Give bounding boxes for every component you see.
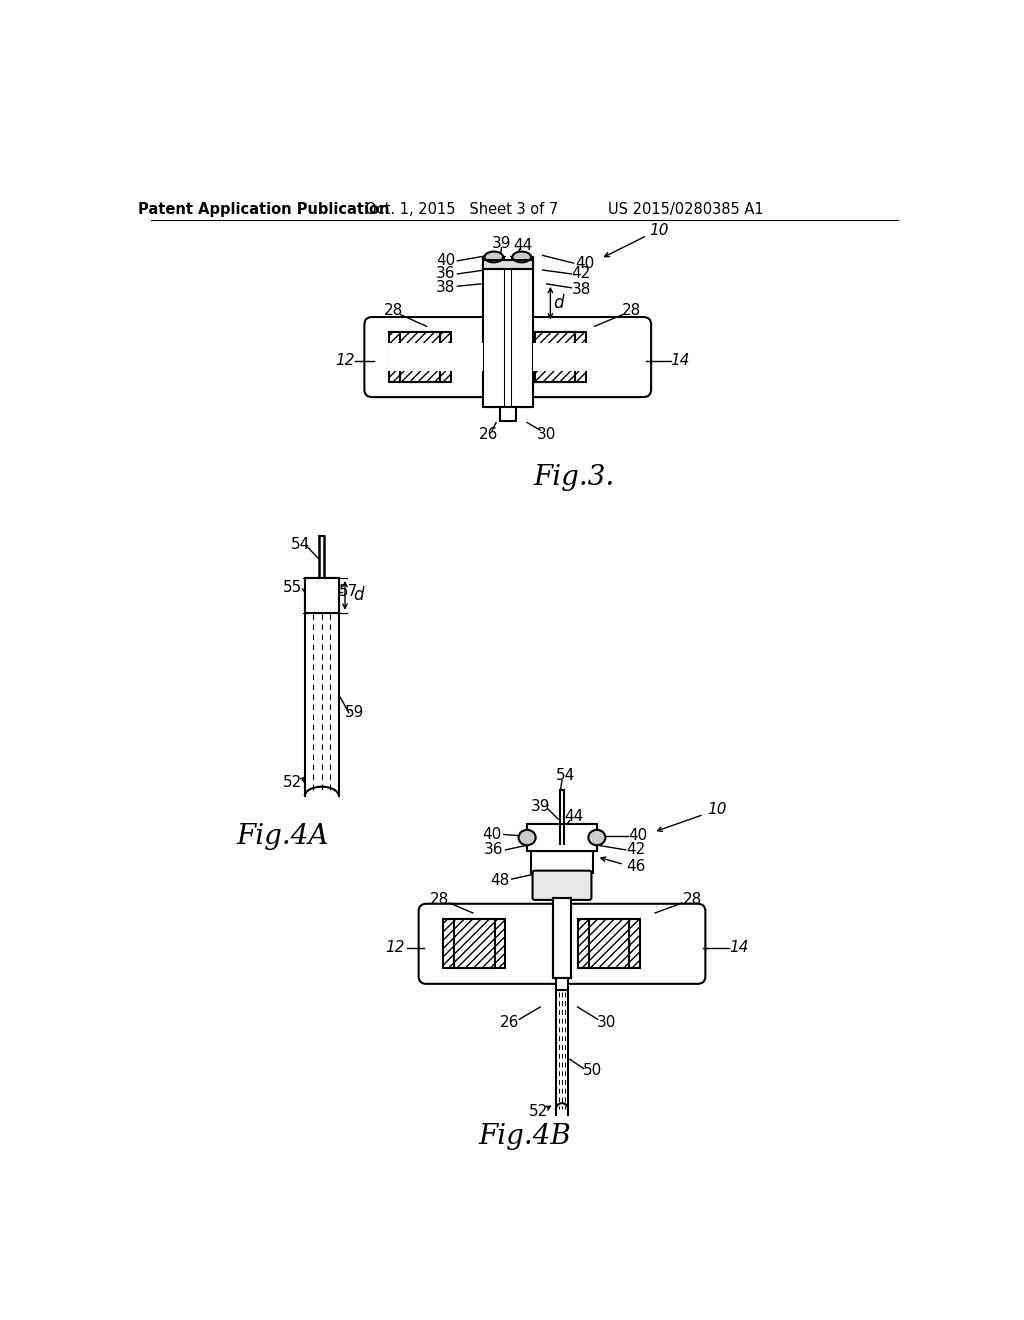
Text: 14: 14 [729,940,749,956]
Text: Fig.3.: Fig.3. [534,465,614,491]
Bar [589,919,630,969]
Bar [483,260,532,269]
Bar [443,919,506,969]
Bar [455,919,495,969]
Text: 39: 39 [492,235,511,251]
Text: 50: 50 [584,1064,603,1078]
Bar [305,578,339,612]
Bar [400,333,440,381]
Text: Patent Application Publication: Patent Application Publication [138,202,389,218]
Text: 44: 44 [564,809,584,824]
Text: 26: 26 [500,1015,519,1030]
Text: 10: 10 [649,223,669,238]
Text: 54: 54 [291,537,309,553]
Bar [554,898,570,978]
Ellipse shape [512,252,531,263]
Text: 36: 36 [436,267,456,281]
Bar [579,919,640,969]
Text: 54: 54 [556,768,575,784]
Text: 28: 28 [430,891,450,907]
Bar [505,257,511,407]
Text: 40: 40 [575,256,595,271]
Bar [483,257,505,407]
Text: 30: 30 [537,426,556,442]
Bar [535,333,575,381]
Text: 40: 40 [629,829,647,843]
Text: 42: 42 [626,842,645,858]
Ellipse shape [535,339,575,376]
FancyBboxPatch shape [532,871,592,900]
Text: d: d [353,586,365,605]
Ellipse shape [589,830,605,845]
Text: 12: 12 [335,354,354,368]
Bar [532,343,628,371]
Ellipse shape [400,339,440,376]
Bar [527,825,597,851]
Ellipse shape [518,830,536,845]
Text: 44: 44 [514,238,532,253]
FancyBboxPatch shape [503,317,651,397]
Bar [483,257,505,407]
Text: 57: 57 [339,585,358,599]
Text: 38: 38 [436,280,456,296]
Ellipse shape [484,252,503,263]
Text: 40: 40 [436,253,456,268]
FancyBboxPatch shape [419,904,567,983]
Text: 28: 28 [683,891,701,907]
Text: 28: 28 [623,304,641,318]
Ellipse shape [455,925,495,962]
Bar [389,333,452,381]
FancyBboxPatch shape [365,317,513,397]
Text: 59: 59 [345,705,364,721]
Bar [531,851,593,873]
Text: Fig.4A: Fig.4A [237,822,329,850]
Text: 39: 39 [530,799,550,814]
Text: 28: 28 [383,304,402,318]
Bar [500,407,515,421]
Ellipse shape [589,925,630,962]
Bar [527,825,597,851]
Text: 26: 26 [478,426,498,442]
Text: 30: 30 [597,1015,616,1030]
Bar [305,612,338,796]
Text: 38: 38 [571,281,591,297]
Text: Fig.4B: Fig.4B [478,1123,571,1150]
Text: 36: 36 [484,842,504,858]
FancyBboxPatch shape [557,904,706,983]
Text: d: d [553,294,563,312]
Text: US 2015/0280385 A1: US 2015/0280385 A1 [608,202,764,218]
Text: 10: 10 [708,801,727,817]
Bar [524,333,586,381]
Bar [511,257,532,407]
Text: 55: 55 [283,579,302,595]
Text: 42: 42 [571,267,591,281]
Text: 40: 40 [482,826,502,842]
Bar [305,578,339,612]
Text: 46: 46 [626,859,645,874]
Text: 48: 48 [490,873,510,888]
Bar [511,257,532,407]
Text: 12: 12 [386,940,406,956]
Text: Oct. 1, 2015   Sheet 3 of 7: Oct. 1, 2015 Sheet 3 of 7 [365,202,558,218]
Bar [556,978,568,990]
Text: 52: 52 [529,1104,549,1119]
Bar [388,343,483,371]
Text: 14: 14 [670,354,689,368]
Text: 52: 52 [283,775,302,789]
